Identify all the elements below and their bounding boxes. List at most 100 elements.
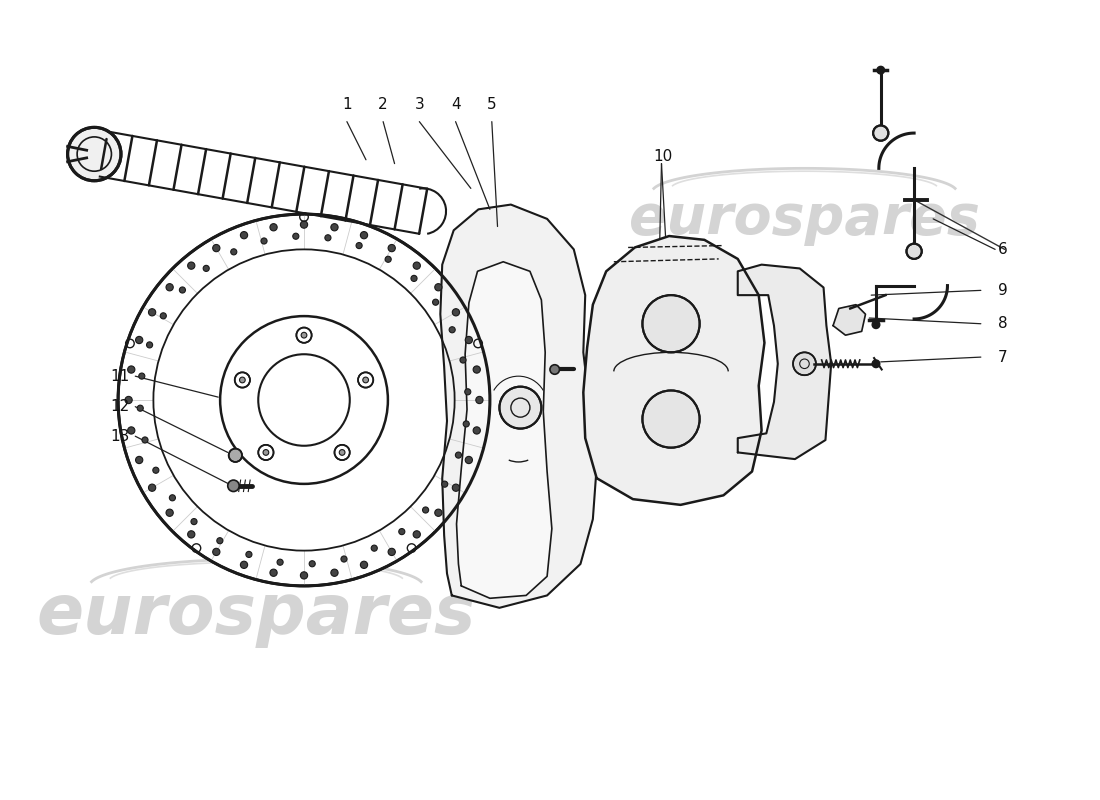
Circle shape bbox=[229, 449, 242, 462]
Circle shape bbox=[452, 309, 460, 316]
Circle shape bbox=[442, 481, 448, 487]
Circle shape bbox=[234, 372, 250, 387]
Circle shape bbox=[463, 421, 470, 427]
Circle shape bbox=[188, 262, 195, 270]
Circle shape bbox=[460, 357, 466, 363]
Circle shape bbox=[452, 484, 460, 491]
Polygon shape bbox=[738, 265, 832, 459]
Text: 1: 1 bbox=[342, 97, 352, 112]
Polygon shape bbox=[583, 236, 764, 505]
Text: 8: 8 bbox=[998, 316, 1008, 331]
Circle shape bbox=[334, 445, 350, 460]
Text: 3: 3 bbox=[415, 97, 425, 112]
Circle shape bbox=[414, 530, 420, 538]
Circle shape bbox=[449, 326, 455, 333]
Circle shape bbox=[411, 275, 417, 282]
Circle shape bbox=[642, 390, 700, 448]
Circle shape bbox=[166, 509, 174, 516]
Circle shape bbox=[385, 256, 392, 262]
Circle shape bbox=[128, 366, 135, 373]
Circle shape bbox=[465, 456, 473, 464]
Circle shape bbox=[241, 231, 248, 238]
Text: 2: 2 bbox=[378, 97, 388, 112]
Circle shape bbox=[293, 233, 299, 239]
Circle shape bbox=[138, 405, 143, 411]
Circle shape bbox=[125, 396, 132, 404]
Circle shape bbox=[361, 562, 367, 569]
Circle shape bbox=[422, 507, 429, 513]
Circle shape bbox=[358, 372, 373, 387]
Circle shape bbox=[300, 572, 308, 579]
Text: 9: 9 bbox=[998, 283, 1008, 298]
Circle shape bbox=[148, 309, 156, 316]
Circle shape bbox=[432, 299, 439, 306]
Text: 6: 6 bbox=[998, 242, 1008, 257]
Circle shape bbox=[455, 452, 462, 458]
Text: 11: 11 bbox=[110, 369, 130, 384]
Circle shape bbox=[241, 562, 248, 569]
Circle shape bbox=[296, 327, 311, 343]
Text: 5: 5 bbox=[487, 97, 496, 112]
Text: 10: 10 bbox=[653, 149, 673, 163]
Circle shape bbox=[309, 561, 316, 567]
Circle shape bbox=[793, 352, 816, 375]
Circle shape bbox=[331, 569, 338, 576]
Circle shape bbox=[118, 214, 490, 586]
Text: 4: 4 bbox=[451, 97, 461, 112]
Text: 7: 7 bbox=[998, 350, 1008, 365]
Circle shape bbox=[153, 467, 158, 474]
Circle shape bbox=[228, 480, 239, 491]
Circle shape bbox=[217, 538, 223, 544]
Circle shape bbox=[499, 386, 541, 429]
Circle shape bbox=[188, 530, 195, 538]
Circle shape bbox=[388, 245, 395, 252]
Text: eurospares: eurospares bbox=[629, 192, 980, 246]
Circle shape bbox=[476, 396, 483, 404]
Circle shape bbox=[356, 242, 362, 249]
Circle shape bbox=[341, 556, 346, 562]
Circle shape bbox=[399, 529, 405, 534]
Circle shape bbox=[414, 262, 420, 270]
Circle shape bbox=[142, 437, 148, 443]
Polygon shape bbox=[440, 205, 596, 608]
Circle shape bbox=[166, 284, 174, 291]
Circle shape bbox=[139, 373, 145, 379]
Circle shape bbox=[258, 445, 274, 460]
Circle shape bbox=[135, 336, 143, 344]
Circle shape bbox=[240, 377, 245, 383]
Circle shape bbox=[873, 126, 889, 141]
Circle shape bbox=[246, 551, 252, 558]
Circle shape bbox=[179, 287, 186, 293]
Circle shape bbox=[331, 224, 338, 231]
Circle shape bbox=[877, 66, 884, 74]
Circle shape bbox=[473, 366, 481, 373]
Text: eurospares: eurospares bbox=[36, 581, 476, 648]
Circle shape bbox=[161, 313, 166, 319]
Polygon shape bbox=[833, 305, 866, 335]
Circle shape bbox=[270, 569, 277, 576]
Circle shape bbox=[361, 231, 367, 238]
Circle shape bbox=[128, 427, 135, 434]
Circle shape bbox=[465, 336, 473, 344]
Circle shape bbox=[148, 484, 156, 491]
Circle shape bbox=[67, 127, 121, 181]
Circle shape bbox=[204, 266, 209, 271]
Circle shape bbox=[339, 450, 345, 455]
Circle shape bbox=[906, 244, 922, 259]
Circle shape bbox=[434, 509, 442, 516]
Circle shape bbox=[277, 559, 283, 566]
Circle shape bbox=[464, 389, 471, 395]
Circle shape bbox=[324, 234, 331, 241]
Circle shape bbox=[212, 548, 220, 555]
Text: 13: 13 bbox=[110, 429, 130, 444]
Circle shape bbox=[388, 548, 395, 555]
Text: 12: 12 bbox=[110, 399, 130, 414]
Circle shape bbox=[169, 494, 175, 501]
Circle shape bbox=[872, 321, 880, 329]
Circle shape bbox=[231, 249, 236, 255]
Circle shape bbox=[270, 224, 277, 231]
Circle shape bbox=[550, 365, 560, 374]
Circle shape bbox=[212, 245, 220, 252]
Circle shape bbox=[146, 342, 153, 348]
Circle shape bbox=[261, 238, 267, 244]
